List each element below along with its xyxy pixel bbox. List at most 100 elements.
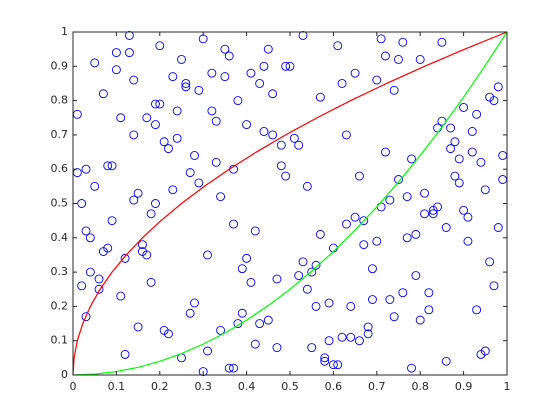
point	[298, 257, 308, 267]
point	[324, 336, 334, 346]
y-tick-label: 0.1	[51, 334, 69, 347]
point	[151, 199, 160, 208]
point	[402, 192, 412, 202]
point	[450, 171, 460, 181]
point	[164, 329, 173, 339]
x-tick-label: 0.8	[411, 380, 429, 393]
point	[372, 236, 382, 246]
point	[211, 116, 221, 126]
point	[142, 250, 152, 260]
point	[341, 219, 351, 229]
point	[207, 68, 217, 78]
point	[133, 322, 143, 332]
point	[268, 130, 278, 140]
point	[146, 277, 156, 287]
point	[324, 298, 334, 308]
point	[259, 61, 269, 71]
point	[476, 157, 486, 167]
point	[402, 233, 412, 243]
point	[85, 233, 95, 243]
point	[454, 178, 464, 188]
point	[246, 68, 256, 78]
point	[129, 195, 139, 205]
point	[302, 181, 312, 191]
point	[194, 178, 204, 188]
point	[428, 205, 438, 215]
point	[242, 120, 252, 130]
point	[363, 329, 373, 339]
point	[220, 44, 230, 54]
point	[489, 96, 499, 106]
point	[85, 267, 95, 277]
point	[415, 54, 425, 64]
point	[346, 332, 356, 342]
point	[133, 188, 143, 198]
point	[181, 82, 191, 92]
point	[250, 226, 260, 236]
point	[172, 106, 182, 116]
point	[90, 181, 100, 191]
point	[480, 185, 490, 195]
point	[164, 144, 173, 154]
point	[441, 223, 451, 232]
point	[151, 99, 160, 109]
point	[90, 58, 100, 68]
point	[124, 30, 134, 40]
point	[255, 319, 265, 328]
point	[98, 89, 108, 99]
point	[259, 127, 269, 136]
point	[151, 120, 160, 130]
point	[116, 291, 126, 301]
point	[472, 109, 482, 119]
point	[381, 51, 390, 61]
point	[81, 312, 91, 322]
point	[424, 305, 434, 315]
y-tick-label: 0.5	[51, 197, 69, 210]
point	[185, 168, 195, 178]
point	[437, 37, 447, 47]
point	[216, 192, 226, 202]
point	[307, 267, 317, 277]
point	[81, 164, 91, 174]
point	[428, 209, 438, 219]
point	[311, 301, 321, 311]
point	[159, 137, 169, 147]
point	[407, 154, 416, 164]
point	[363, 322, 373, 332]
point	[337, 78, 347, 88]
point	[337, 332, 347, 342]
point	[207, 106, 217, 116]
point	[385, 195, 395, 205]
y-tick-label: 0.4	[51, 231, 69, 244]
point	[111, 65, 121, 75]
point	[341, 130, 351, 140]
x-tick-label: 0.5	[281, 380, 299, 393]
point	[328, 360, 338, 370]
point	[77, 199, 87, 208]
point	[354, 171, 364, 181]
point	[446, 144, 456, 154]
point	[272, 343, 282, 353]
point	[155, 41, 165, 51]
point	[177, 54, 186, 64]
point	[441, 356, 451, 366]
point	[77, 281, 87, 291]
point	[281, 61, 291, 71]
point	[268, 89, 278, 99]
point	[233, 96, 243, 106]
point	[307, 343, 317, 353]
point	[81, 226, 91, 236]
point	[359, 216, 369, 226]
point	[146, 209, 156, 219]
point	[124, 48, 134, 58]
point	[94, 274, 104, 284]
point	[255, 78, 265, 88]
point	[250, 339, 260, 349]
point	[467, 127, 477, 136]
point	[398, 288, 408, 298]
point	[415, 315, 425, 325]
point	[181, 78, 191, 88]
point	[368, 264, 377, 274]
curve	[72, 31, 508, 376]
point	[198, 367, 208, 377]
